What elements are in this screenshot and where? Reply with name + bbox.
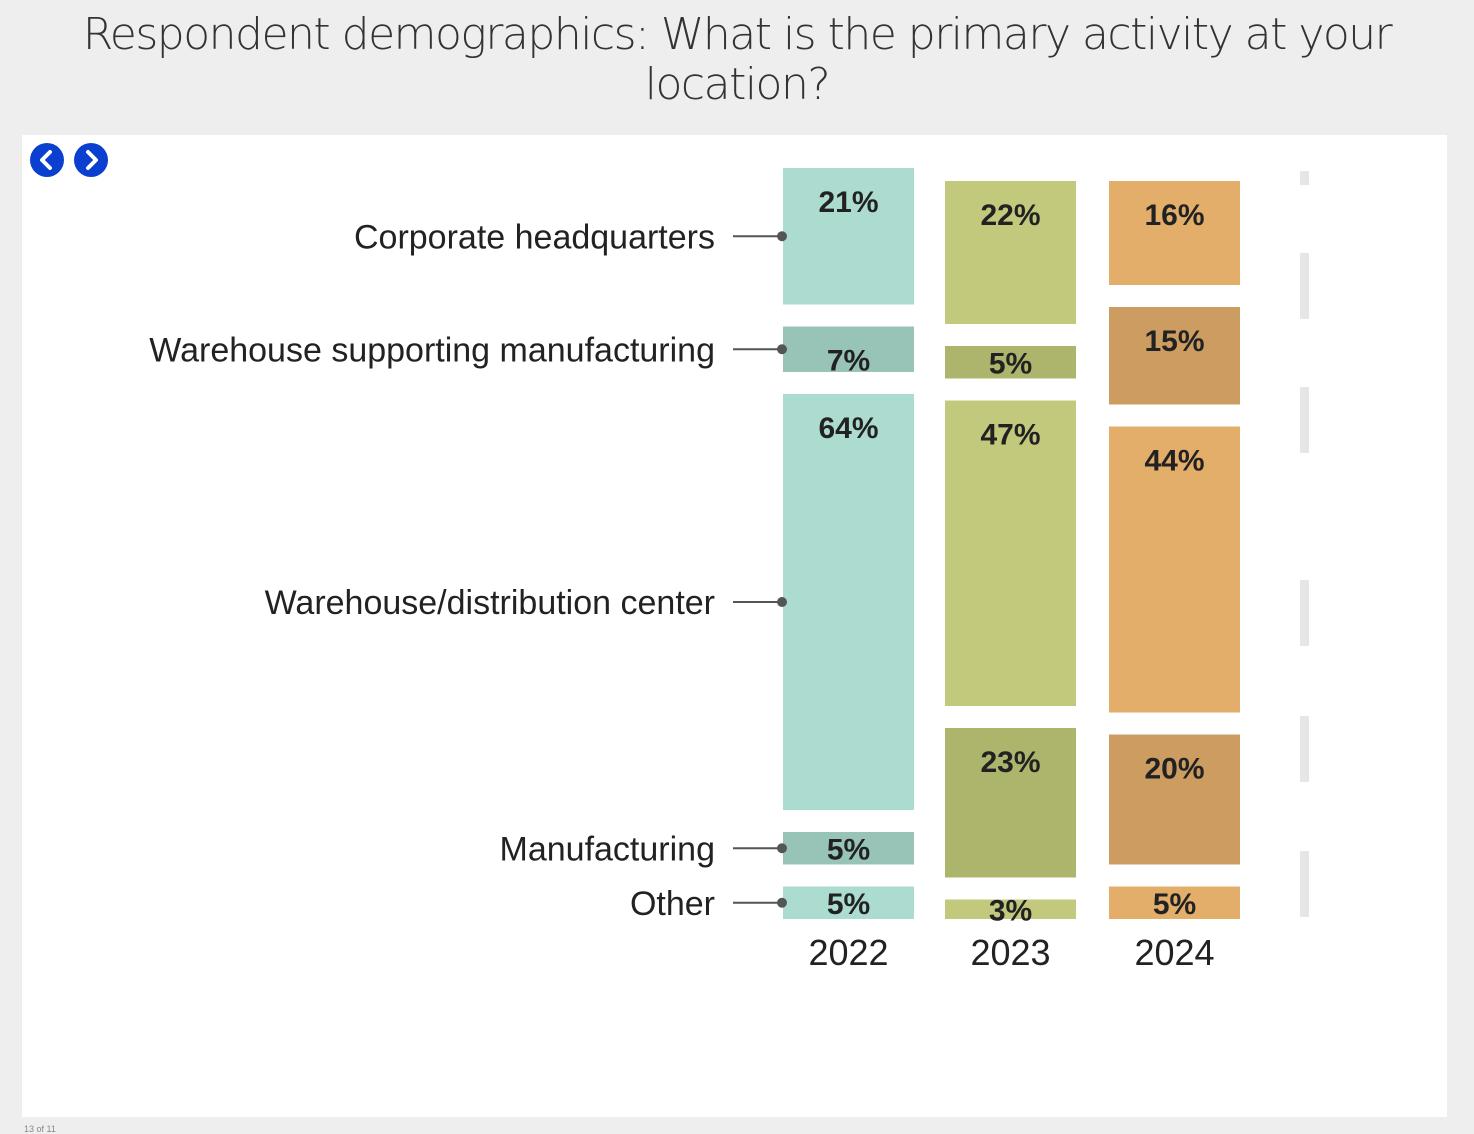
value-label-2023-manufacturing: 23%	[980, 746, 1040, 779]
value-labels: 5% 5% 64% 7% 21% 3% 23% 47% 5% 22% 5% 20% 44% 15% 16%	[818, 186, 1204, 927]
value-label-2024-other: 5%	[1153, 888, 1196, 921]
scroll-track-mark	[1300, 580, 1309, 646]
bar-2022-warehouse-distribution-center	[783, 394, 914, 810]
slide-counter: 13 of 11	[24, 1124, 56, 1134]
leader-dot-warehouse-distribution-center	[777, 597, 787, 607]
bar-2024-manufacturing	[1109, 734, 1240, 865]
value-label-2023-warehouse-distribution-center: 47%	[980, 419, 1040, 452]
scroll-track-mark	[1300, 716, 1309, 782]
leader-dot-warehouse-supporting-manufacturing	[777, 344, 787, 355]
scroll-track	[1300, 171, 1309, 917]
chevron-right-icon	[86, 150, 98, 170]
value-label-2024-corporate-headquarters: 16%	[1144, 199, 1204, 232]
bar-2024-warehouse-distribution-center	[1109, 426, 1240, 713]
bar-2024-warehouse-supporting-manufacturing	[1109, 307, 1240, 405]
category-label-warehouse-distribution-center: Warehouse/distribution center	[265, 584, 715, 622]
value-label-2022-corporate-headquarters: 21%	[818, 186, 878, 219]
bar-2024-other	[1109, 886, 1240, 919]
year-label-2022: 2022	[808, 932, 888, 973]
scroll-track-mark	[1300, 171, 1309, 185]
value-label-2023-corporate-headquarters: 22%	[980, 199, 1040, 232]
category-labels: Corporate headquarters Warehouse supporti…	[149, 218, 715, 923]
value-label-2022-warehouse-distribution-center: 64%	[818, 412, 878, 445]
previous-slide-button[interactable]	[30, 143, 64, 177]
value-label-2024-warehouse-supporting-manufacturing: 15%	[1144, 325, 1204, 358]
scroll-track-mark	[1300, 387, 1309, 453]
year-label-2024: 2024	[1134, 932, 1214, 973]
value-label-2023-other: 3%	[989, 894, 1032, 927]
year-label-2023: 2023	[970, 932, 1050, 973]
bar-2024-corporate-headquarters	[1109, 181, 1240, 285]
page-title: Respondent demographics: What is the pri…	[82, 9, 1393, 110]
scroll-track-mark	[1300, 851, 1309, 917]
next-slide-button[interactable]	[74, 143, 108, 177]
value-label-2022-other: 5%	[827, 888, 870, 921]
leader-dot-corporate-headquarters	[777, 231, 787, 242]
category-leader-lines	[733, 231, 787, 908]
value-label-2022-manufacturing: 5%	[827, 833, 870, 866]
bar-2022-manufacturing	[783, 832, 914, 865]
value-label-2022-warehouse-supporting-manufacturing: 7%	[827, 345, 870, 378]
bar-2023-warehouse-distribution-center	[945, 400, 1076, 706]
bar-segments	[783, 168, 1240, 919]
value-label-2023-warehouse-supporting-manufacturing: 5%	[989, 347, 1032, 380]
year-labels: 2022 2023 2024	[808, 932, 1214, 973]
bar-2022-other	[783, 886, 914, 919]
leader-dot-manufacturing	[777, 843, 787, 854]
bar-2023-other	[945, 899, 1076, 919]
category-label-warehouse-supporting-manufacturing: Warehouse supporting manufacturing	[149, 331, 715, 369]
scroll-track-mark	[1300, 253, 1309, 319]
value-label-2024-manufacturing: 20%	[1144, 753, 1204, 786]
leader-dot-other	[777, 897, 787, 908]
category-label-manufacturing: Manufacturing	[500, 830, 715, 868]
bar-2023-manufacturing	[945, 728, 1076, 878]
value-label-2024-warehouse-distribution-center: 44%	[1144, 445, 1204, 478]
bar-2023-corporate-headquarters	[945, 181, 1076, 324]
category-label-corporate-headquarters: Corporate headquarters	[354, 218, 715, 256]
chevron-left-icon	[40, 150, 52, 170]
bar-2022-warehouse-supporting-manufacturing	[783, 326, 914, 372]
category-label-other: Other	[630, 885, 715, 923]
bar-2023-warehouse-supporting-manufacturing	[945, 346, 1076, 379]
bar-2022-corporate-headquarters	[783, 168, 914, 305]
